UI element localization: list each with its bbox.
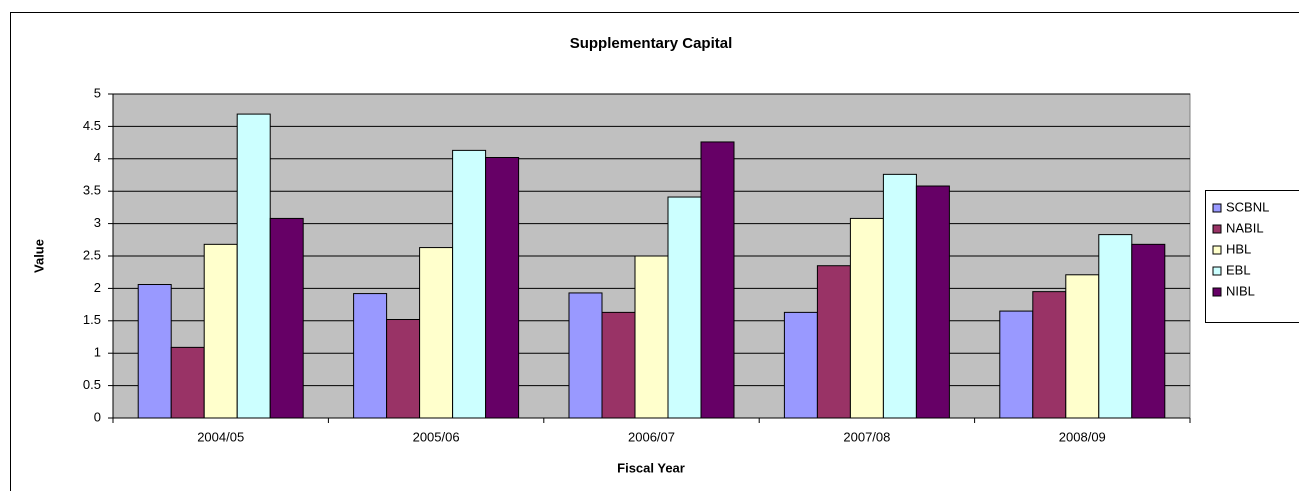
- x-tick-label: 2006/07: [628, 429, 675, 444]
- bar: [137, 284, 172, 419]
- x-tick-label: 2004/05: [197, 429, 244, 444]
- x-tick-label: 2005/06: [413, 429, 460, 444]
- bar: [236, 113, 271, 419]
- bar: [816, 265, 851, 419]
- bar: [419, 247, 454, 419]
- bar: [485, 157, 520, 419]
- bar: [700, 141, 735, 419]
- bar: [1098, 234, 1133, 419]
- bar: [170, 346, 205, 419]
- y-axis-title: Value: [31, 239, 46, 273]
- bar: [915, 185, 950, 419]
- y-tick-label: 1.5: [83, 312, 101, 327]
- y-tick-label: 0.5: [83, 377, 101, 392]
- legend-swatch: [1212, 224, 1222, 234]
- legend-swatch: [1212, 287, 1222, 297]
- legend-swatch: [1212, 266, 1222, 276]
- chart-title: Supplementary Capital: [570, 35, 733, 52]
- bar: [667, 196, 702, 419]
- y-tick-label: 4.5: [83, 118, 101, 133]
- bar: [601, 311, 636, 419]
- y-tick-label: 2: [94, 280, 101, 295]
- y-tick-label: 3: [94, 215, 101, 230]
- bar: [1131, 243, 1166, 419]
- x-tick-label: 2007/08: [843, 429, 890, 444]
- bar: [269, 217, 304, 419]
- legend-label: EBL: [1226, 262, 1251, 277]
- y-tick-label: 2.5: [83, 247, 101, 262]
- legend-label: HBL: [1226, 241, 1251, 256]
- x-tick-label: 2008/09: [1059, 429, 1106, 444]
- bar: [203, 243, 238, 419]
- bar: [849, 217, 884, 419]
- legend-label: NABIL: [1226, 220, 1264, 235]
- x-axis-title: Fiscal Year: [617, 460, 685, 475]
- bar: [1032, 291, 1067, 419]
- y-tick-label: 0: [94, 409, 101, 424]
- bar: [999, 310, 1034, 419]
- bar: [1065, 274, 1100, 419]
- y-tick-label: 1: [94, 345, 101, 360]
- legend-swatch: [1212, 245, 1222, 255]
- bar: [783, 311, 818, 419]
- bar: [568, 292, 603, 419]
- bar: [634, 255, 669, 419]
- y-tick-label: 4: [94, 150, 101, 165]
- bar: [452, 149, 487, 419]
- legend-label: SCBNL: [1226, 199, 1269, 214]
- legend-label: NIBL: [1226, 283, 1255, 298]
- y-tick-label: 5: [94, 85, 101, 100]
- bar: [882, 173, 917, 419]
- bar: [386, 319, 421, 419]
- y-tick-label: 3.5: [83, 183, 101, 198]
- legend-swatch: [1212, 203, 1222, 213]
- bar: [353, 293, 388, 419]
